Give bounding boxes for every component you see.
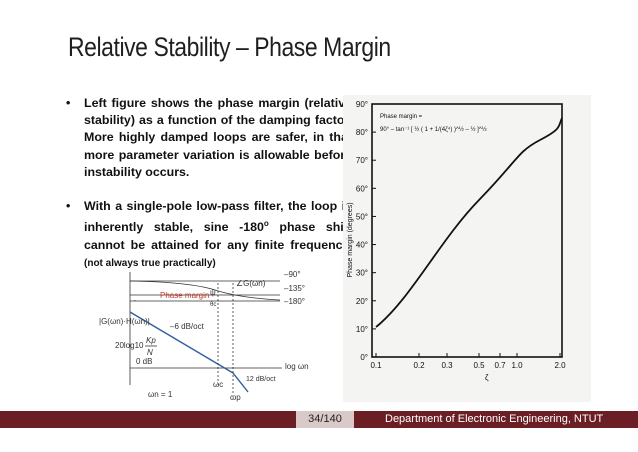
label: –180° — [284, 297, 305, 306]
y-tick-label: 70° — [356, 156, 368, 165]
x-tick-label: 1.0 — [511, 361, 523, 370]
y-tick-label: 80° — [356, 128, 368, 137]
label: –6 dB/oct — [170, 322, 205, 331]
y-label: Phase margin (degrees) — [347, 202, 354, 277]
plot-frame — [371, 103, 563, 358]
y-tick-label: 60° — [356, 184, 368, 193]
formula: Phase margin = — [380, 114, 423, 120]
label: ωp — [230, 393, 241, 402]
x-tick-label: 0.5 — [473, 361, 485, 370]
bullet: Left figure shows the phase margin (rela… — [64, 95, 352, 181]
title: Relative Stability – Phase Margin — [68, 32, 391, 62]
department: Department of Electronic Engineering, NT… — [385, 413, 604, 425]
label: ωc — [213, 380, 223, 389]
label: Phase margin — [160, 291, 209, 300]
text: phase shift cannot be attained for any f… — [84, 220, 352, 252]
bullet: With a single-pole low-pass filter, the … — [64, 198, 352, 272]
label: θc — [210, 302, 216, 308]
label: –135° — [284, 284, 305, 293]
curve — [375, 117, 563, 328]
label: ∠G(ωn) — [236, 279, 266, 288]
x-tick-label: 0.2 — [413, 361, 425, 370]
formula: 90° – tan⁻¹ [ ½ ( 1 + 1/(4ζ⁴) )^½ – ½ ]^… — [380, 126, 487, 133]
x-tick-label: 0.7 — [494, 361, 506, 370]
label: log ωn — [285, 362, 309, 371]
phase-margin-figure: Phase margin (degrees) ζ Phase margin = … — [343, 95, 591, 402]
note: (not always true practically) — [84, 257, 216, 269]
x-tick-label: 2.0 — [554, 361, 566, 370]
x-tick-label: 0.1 — [370, 361, 382, 370]
magnitude — [232, 372, 249, 393]
label: ψ — [210, 288, 216, 297]
text: With a single-pole low-pass filter, the … — [84, 199, 352, 235]
y-tick-label: 50° — [356, 212, 368, 221]
label: –90° — [284, 270, 301, 279]
label: Kp — [146, 336, 156, 345]
label: |G(ωn)·H(ωn)| — [99, 317, 150, 326]
label: ωn = 1 — [148, 390, 173, 399]
y-tick-label: 20° — [356, 297, 368, 306]
y-tick-label: 40° — [356, 241, 368, 250]
phase-curve — [129, 280, 281, 301]
y-tick-label: 90° — [356, 100, 368, 109]
x-label: ζ — [485, 373, 489, 382]
label: 0 dB — [136, 357, 152, 366]
label: 12 dB/oct — [246, 376, 276, 383]
figure-bg — [343, 95, 591, 402]
y-tick-label: 0° — [360, 353, 368, 362]
y-tick-label: 30° — [356, 269, 368, 278]
x-tick-label: 0.3 — [441, 361, 453, 370]
magnitude — [129, 311, 234, 374]
page-number: 34/140 — [296, 411, 354, 428]
label: 20log10 — [115, 341, 144, 350]
label: N — [147, 348, 153, 357]
y-tick-label: 10° — [356, 325, 368, 334]
text: o — [263, 219, 269, 229]
